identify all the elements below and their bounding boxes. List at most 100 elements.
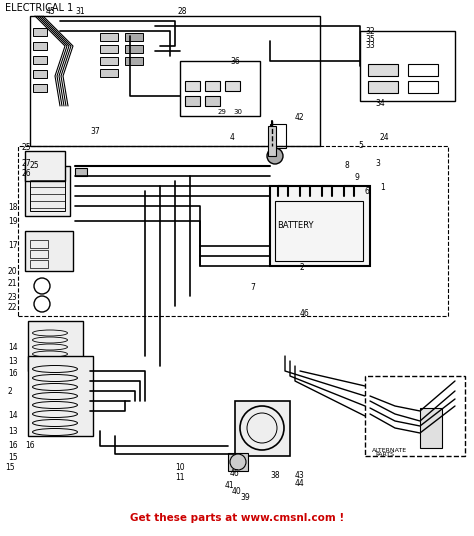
Text: 25: 25 — [22, 144, 32, 153]
Text: 35: 35 — [365, 34, 375, 43]
Bar — [75, 168, 87, 176]
Bar — [30, 260, 48, 268]
Text: 9: 9 — [355, 174, 360, 182]
Text: 20: 20 — [8, 266, 18, 276]
Text: 8: 8 — [345, 161, 350, 170]
Text: 14: 14 — [8, 344, 18, 353]
Text: 27: 27 — [22, 160, 32, 168]
Text: 32: 32 — [365, 27, 374, 36]
Bar — [185, 96, 200, 106]
Bar — [228, 453, 248, 471]
Text: 16: 16 — [25, 442, 35, 450]
Bar — [125, 45, 143, 53]
Bar — [25, 166, 70, 216]
Text: 16: 16 — [8, 369, 18, 378]
Text: 2: 2 — [8, 386, 13, 396]
Text: 24: 24 — [380, 133, 390, 143]
Circle shape — [267, 148, 283, 164]
Text: 2: 2 — [300, 264, 305, 272]
Text: 39: 39 — [240, 494, 250, 503]
Bar — [33, 28, 47, 36]
Text: Get these parts at www.cmsnl.com !: Get these parts at www.cmsnl.com ! — [130, 513, 344, 523]
Bar — [30, 250, 48, 258]
Text: BATTERY: BATTERY — [277, 221, 313, 230]
Text: 44: 44 — [295, 479, 305, 488]
Text: 15: 15 — [5, 464, 15, 473]
Text: 4: 4 — [230, 133, 235, 143]
Bar — [185, 81, 200, 91]
Text: 38: 38 — [270, 472, 280, 480]
Bar — [100, 69, 118, 77]
Text: 3: 3 — [375, 160, 380, 168]
Text: 1: 1 — [380, 183, 385, 192]
Text: 14: 14 — [8, 412, 18, 421]
Bar — [180, 61, 260, 116]
Text: 13: 13 — [8, 427, 18, 435]
Bar — [420, 408, 442, 448]
Bar — [408, 81, 438, 93]
Bar — [30, 240, 48, 248]
Bar — [365, 376, 465, 456]
Text: 7: 7 — [250, 284, 255, 293]
Bar — [275, 201, 363, 261]
Bar — [33, 42, 47, 50]
Bar — [225, 81, 240, 91]
Text: 18: 18 — [8, 204, 18, 212]
Bar — [30, 171, 65, 211]
Bar — [408, 64, 438, 76]
Text: 17: 17 — [8, 242, 18, 250]
Bar — [33, 56, 47, 64]
Text: ELECTRICAL 1: ELECTRICAL 1 — [5, 3, 73, 13]
Bar — [270, 124, 286, 148]
Text: 22: 22 — [8, 303, 18, 312]
Bar — [28, 321, 83, 371]
Text: 30: 30 — [233, 109, 242, 115]
Bar — [18, 146, 448, 316]
Text: ALTERNATE: ALTERNATE — [372, 448, 407, 452]
Text: 43: 43 — [295, 472, 305, 480]
Bar — [368, 64, 398, 76]
Text: 31: 31 — [75, 8, 85, 17]
Bar — [33, 84, 47, 92]
Bar — [125, 33, 143, 41]
Text: 37: 37 — [90, 128, 100, 137]
Bar — [205, 96, 220, 106]
Text: 33: 33 — [365, 41, 375, 50]
Text: 34: 34 — [375, 100, 385, 108]
Bar — [235, 401, 290, 456]
Text: 23: 23 — [8, 294, 18, 302]
Bar — [25, 231, 73, 271]
Text: 21: 21 — [8, 279, 18, 288]
Text: 29: 29 — [218, 109, 227, 115]
Text: 41: 41 — [225, 481, 235, 490]
Bar — [125, 57, 143, 65]
Bar — [25, 151, 65, 181]
Text: 19: 19 — [8, 217, 18, 226]
Bar — [205, 81, 220, 91]
Bar — [270, 186, 370, 266]
Text: 16: 16 — [8, 442, 18, 450]
Bar — [33, 70, 47, 78]
Text: 46: 46 — [230, 470, 240, 479]
Text: 26: 26 — [22, 169, 32, 178]
Bar — [360, 31, 455, 101]
Text: 13: 13 — [8, 356, 18, 366]
Text: 15: 15 — [8, 453, 18, 463]
Text: 45: 45 — [46, 8, 56, 17]
Bar — [28, 356, 93, 436]
Bar — [30, 16, 320, 146]
Text: 42: 42 — [295, 114, 305, 123]
Text: 5: 5 — [358, 142, 363, 151]
Text: 10: 10 — [175, 464, 185, 473]
Text: 36: 36 — [230, 56, 240, 65]
Bar — [100, 33, 118, 41]
Text: 25: 25 — [30, 161, 40, 170]
Text: 6: 6 — [365, 187, 370, 196]
Bar — [100, 57, 118, 65]
Bar — [100, 45, 118, 53]
Text: 46: 46 — [300, 309, 310, 317]
Bar — [368, 81, 398, 93]
Text: 28: 28 — [178, 8, 188, 17]
Text: 11: 11 — [175, 473, 184, 482]
Text: 40: 40 — [232, 488, 242, 496]
